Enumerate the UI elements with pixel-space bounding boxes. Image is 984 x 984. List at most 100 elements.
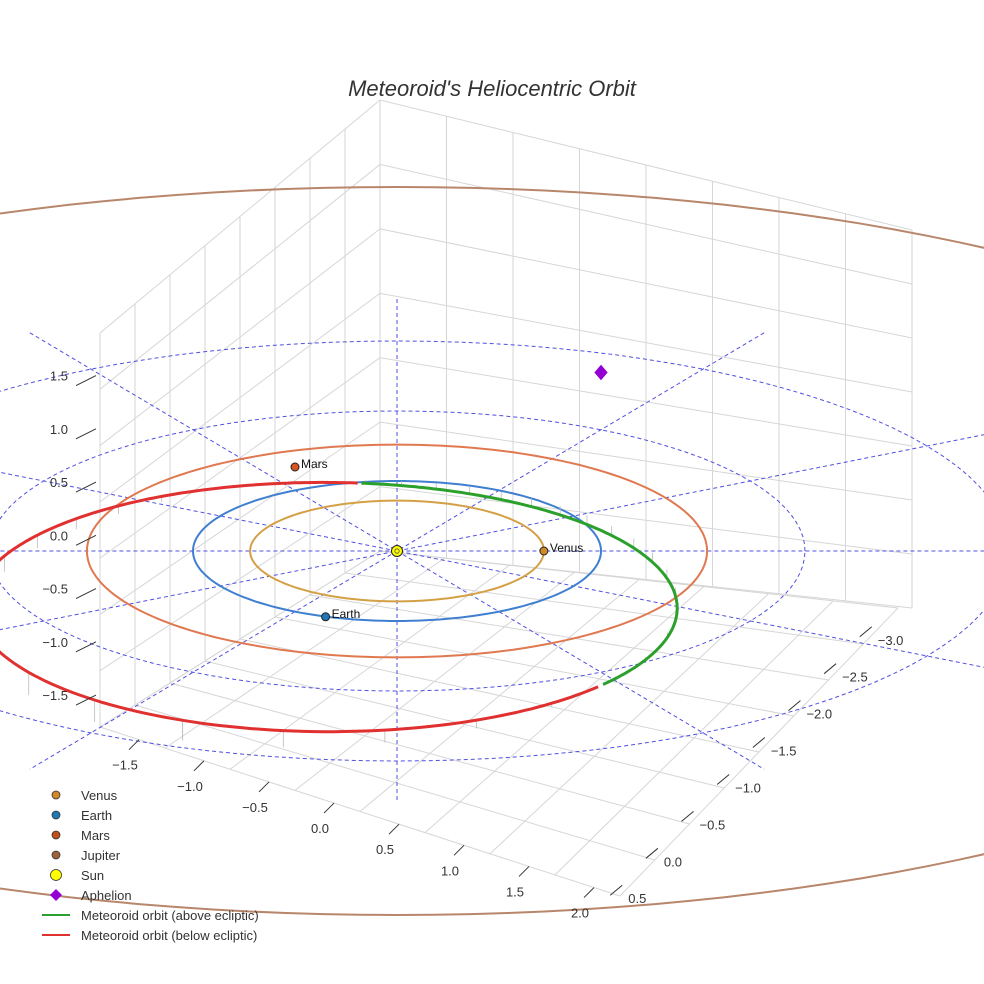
venus-label: Venus bbox=[550, 541, 583, 555]
earth-marker bbox=[321, 612, 331, 622]
x-tick-label: 0.0 bbox=[311, 821, 329, 836]
z-tick-mark bbox=[75, 694, 97, 706]
bodies: Venus Earth Mars bbox=[290, 364, 608, 622]
left-wall-gridline bbox=[99, 292, 381, 503]
jupiter-orbit bbox=[0, 185, 984, 917]
y-tick-label: 0.0 bbox=[664, 854, 682, 869]
z-tick-label: 1.0 bbox=[50, 422, 68, 437]
meteoroid-orbit-above bbox=[361, 481, 679, 686]
z-tick-mark bbox=[75, 641, 97, 653]
mars-label: Mars bbox=[301, 457, 328, 471]
left-wall-gridline bbox=[99, 421, 381, 615]
aphelion-marker bbox=[594, 364, 608, 381]
planet-orbits bbox=[0, 185, 984, 917]
axis-ticks: −1.5 −1.0 −0.5 0.0 0.5 1.0 1.5 −1.5 −1.0 −0.5 0.0 0… bbox=[42, 369, 903, 921]
y-tick-mark bbox=[752, 737, 766, 748]
left-wall-gridline bbox=[99, 357, 381, 559]
x-tick-mark bbox=[453, 844, 465, 856]
x-tick-mark bbox=[388, 823, 400, 835]
back-wall-gridline bbox=[379, 99, 913, 231]
legend-marker bbox=[51, 850, 61, 860]
y-tick-mark bbox=[681, 811, 694, 822]
meteoroid-orbit-below bbox=[0, 480, 599, 734]
z-tick-mark bbox=[75, 534, 97, 546]
y-tick-mark bbox=[788, 700, 801, 711]
legend-label: Earth bbox=[81, 808, 112, 823]
back-wall-gridline bbox=[379, 421, 913, 501]
legend-marker bbox=[51, 830, 61, 840]
z-tick-label: 0.5 bbox=[50, 475, 68, 490]
x-tick-label: 2.0 bbox=[571, 906, 589, 921]
back-wall-gridline bbox=[379, 486, 913, 555]
z-tick-mark bbox=[75, 588, 97, 600]
legend: Venus Earth Mars Jupiter Sun Aphelion Meteoroi… bbox=[42, 788, 259, 943]
x-tick-mark bbox=[193, 760, 205, 772]
reference-circle bbox=[0, 340, 984, 762]
y-tick-label: −0.5 bbox=[700, 817, 726, 832]
z-tick-label: −0.5 bbox=[42, 582, 68, 597]
legend-marker bbox=[50, 869, 62, 881]
floor-gridline bbox=[309, 594, 829, 681]
x-tick-mark bbox=[583, 887, 595, 898]
back-wall-gridline bbox=[379, 357, 913, 447]
legend-marker bbox=[51, 810, 61, 820]
y-tick-label: −1.0 bbox=[735, 780, 761, 795]
legend-label: Venus bbox=[81, 788, 118, 803]
z-tick-mark bbox=[75, 428, 97, 440]
z-tick-label: −1.5 bbox=[42, 688, 68, 703]
left-wall-gridline bbox=[99, 228, 381, 446]
back-wall-gridline bbox=[379, 163, 913, 285]
x-tick-label: −0.5 bbox=[242, 800, 268, 815]
x-tick-mark bbox=[518, 866, 530, 877]
x-tick-label: 1.0 bbox=[441, 863, 459, 878]
axis-gridlines bbox=[99, 99, 913, 897]
floor-gridline bbox=[489, 593, 769, 855]
back-wall-gridline bbox=[379, 228, 913, 339]
legend-label: Jupiter bbox=[81, 848, 121, 863]
legend-label: Mars bbox=[81, 828, 110, 843]
mars-orbit bbox=[85, 443, 709, 659]
floor-gridline bbox=[424, 586, 705, 833]
legend-marker bbox=[50, 889, 62, 901]
y-tick-label: 0.5 bbox=[628, 891, 646, 906]
x-tick-label: 1.5 bbox=[506, 884, 524, 899]
legend-label: Meteoroid orbit (above ecliptic) bbox=[81, 908, 259, 923]
mars-marker bbox=[290, 462, 300, 472]
legend-label: Meteoroid orbit (below ecliptic) bbox=[81, 928, 257, 943]
legend-marker bbox=[51, 790, 61, 800]
earth-label: Earth bbox=[332, 607, 361, 621]
floor-gridline bbox=[344, 572, 864, 645]
y-tick-mark bbox=[859, 626, 873, 638]
venus-orbit bbox=[249, 499, 545, 603]
reference-spoke bbox=[0, 471, 984, 668]
x-tick-label: −1.5 bbox=[112, 758, 138, 773]
left-wall-gridline bbox=[99, 99, 381, 334]
y-tick-mark bbox=[823, 663, 837, 675]
z-tick-label: 1.5 bbox=[50, 369, 68, 384]
z-tick-mark bbox=[75, 375, 97, 387]
z-tick-label: −1.0 bbox=[42, 635, 68, 650]
z-tick-mark bbox=[75, 481, 97, 493]
left-wall-gridline bbox=[99, 164, 381, 390]
floor-gridline bbox=[619, 607, 899, 897]
legend-label: Aphelion bbox=[81, 888, 132, 903]
y-tick-mark bbox=[716, 774, 730, 785]
meteoroid-orbit bbox=[0, 480, 679, 734]
sun-marker bbox=[391, 545, 403, 557]
z-tick-label: 0.0 bbox=[50, 528, 68, 543]
x-tick-mark bbox=[258, 781, 270, 793]
sun-core bbox=[394, 548, 400, 554]
earth-orbit bbox=[191, 480, 602, 622]
venus-marker bbox=[539, 546, 549, 556]
y-tick-label: −2.5 bbox=[842, 670, 868, 685]
y-tick-label: −3.0 bbox=[878, 633, 904, 648]
chart-title: Meteoroid's Heliocentric Orbit bbox=[348, 76, 637, 101]
y-tick-mark bbox=[645, 847, 659, 859]
floor-gridline bbox=[274, 616, 794, 717]
x-tick-label: −1.0 bbox=[177, 779, 203, 794]
floor-gridline bbox=[554, 600, 834, 876]
y-tick-mark bbox=[609, 884, 623, 896]
y-tick-label: −2.0 bbox=[806, 707, 832, 722]
ecliptic-reference-grid bbox=[0, 299, 984, 803]
